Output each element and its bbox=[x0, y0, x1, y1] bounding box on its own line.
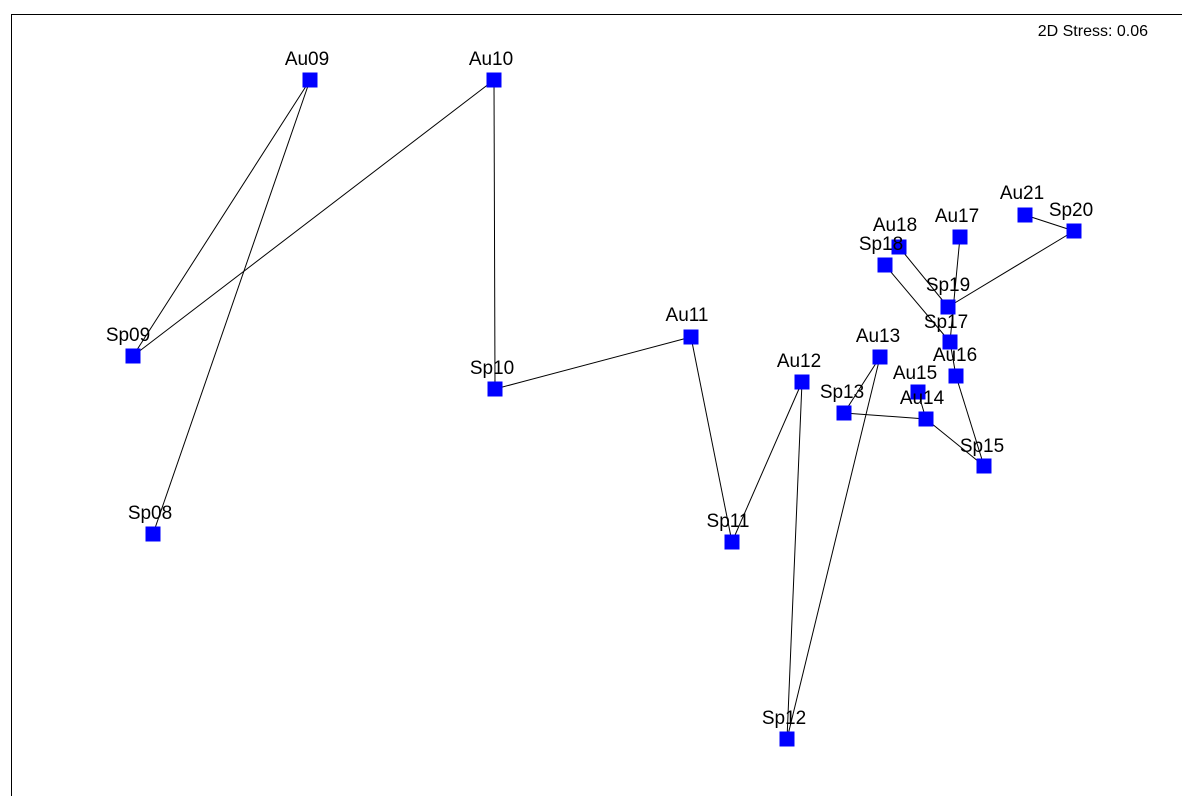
label-au18: Au18 bbox=[873, 215, 917, 236]
marker-au16 bbox=[948, 368, 964, 384]
marker-sp20 bbox=[1066, 223, 1082, 239]
label-sp12: Sp12 bbox=[762, 708, 806, 729]
marker-sp12 bbox=[779, 731, 795, 747]
trajectory-segment-au09-sp08 bbox=[152, 79, 311, 535]
label-sp09: Sp09 bbox=[106, 325, 150, 346]
marker-au13 bbox=[872, 349, 888, 365]
marker-au21 bbox=[1017, 207, 1033, 223]
label-sp19: Sp19 bbox=[926, 275, 970, 296]
label-au14: Au14 bbox=[900, 388, 945, 409]
label-au21: Au21 bbox=[1000, 183, 1044, 204]
label-au10: Au10 bbox=[469, 49, 513, 70]
marker-au11 bbox=[683, 329, 699, 345]
marker-sp19 bbox=[940, 299, 956, 315]
marker-sp08 bbox=[145, 526, 161, 542]
label-sp15: Sp15 bbox=[960, 436, 1004, 457]
marker-au15 bbox=[910, 384, 926, 400]
trajectory-segment-au11-sp11 bbox=[690, 336, 733, 543]
marker-sp18 bbox=[877, 257, 893, 273]
sample-markers bbox=[125, 72, 1082, 747]
marker-au10 bbox=[486, 72, 502, 88]
trajectory-segment-au12-sp12 bbox=[786, 381, 803, 740]
marker-au09 bbox=[302, 72, 318, 88]
trajectory-segment-au18-sp19 bbox=[898, 246, 949, 308]
label-sp20: Sp20 bbox=[1049, 200, 1093, 221]
marker-sp10 bbox=[487, 381, 503, 397]
sample-labels: Au09 Au10 Sp09 Sp08 Sp10 Au11 Sp11 Au12 Sp12 Au13… bbox=[106, 49, 1093, 729]
trajectory-segment-sp11-au12 bbox=[731, 381, 803, 543]
trajectory-segment-sp17-au17 bbox=[949, 236, 961, 343]
trajectory-segment-sp09-au10 bbox=[132, 79, 495, 357]
trajectory-segment-au09-sp09 bbox=[132, 79, 311, 357]
marker-au17 bbox=[952, 229, 968, 245]
marker-sp13 bbox=[836, 405, 852, 421]
label-au13: Au13 bbox=[856, 326, 900, 347]
label-sp13: Sp13 bbox=[820, 382, 864, 403]
label-au11: Au11 bbox=[666, 305, 709, 326]
trajectory-segment-au13-sp13 bbox=[843, 356, 881, 414]
marker-au14 bbox=[918, 411, 934, 427]
trajectory-segment-sp20-au21 bbox=[1024, 214, 1075, 232]
marker-au18 bbox=[891, 239, 907, 255]
label-sp18: Sp18 bbox=[859, 234, 903, 255]
marker-sp15 bbox=[976, 458, 992, 474]
marker-sp11 bbox=[724, 534, 740, 550]
trajectory-segment-sp12-au13 bbox=[786, 356, 881, 740]
trajectory-lines bbox=[132, 79, 1075, 740]
label-sp17: Sp17 bbox=[924, 312, 968, 333]
label-sp08: Sp08 bbox=[128, 503, 172, 524]
label-sp11: Sp11 bbox=[707, 511, 750, 532]
label-sp10: Sp10 bbox=[470, 358, 514, 379]
trajectory-segment-sp10-au11 bbox=[494, 336, 692, 390]
trajectory-segment-au16-sp15 bbox=[955, 375, 985, 467]
trajectory-segment-au10-sp10 bbox=[493, 79, 496, 390]
trajectory-segment-au14-sp15 bbox=[925, 418, 985, 467]
stress-label: 2D Stress: 0.06 bbox=[1038, 23, 1148, 40]
label-au09: Au09 bbox=[285, 49, 329, 70]
label-au17: Au17 bbox=[935, 206, 979, 227]
marker-au12 bbox=[794, 374, 810, 390]
trajectory-segment-sp13-au14 bbox=[843, 412, 927, 420]
marker-sp17 bbox=[942, 334, 958, 350]
label-au16: Au16 bbox=[933, 345, 977, 366]
marker-sp09 bbox=[125, 348, 141, 364]
label-au15: Au15 bbox=[893, 363, 937, 384]
trajectory-segment-sp19-sp20 bbox=[947, 230, 1075, 308]
trajectory-segment-sp17-sp18 bbox=[884, 264, 951, 343]
label-au12: Au12 bbox=[777, 351, 821, 372]
